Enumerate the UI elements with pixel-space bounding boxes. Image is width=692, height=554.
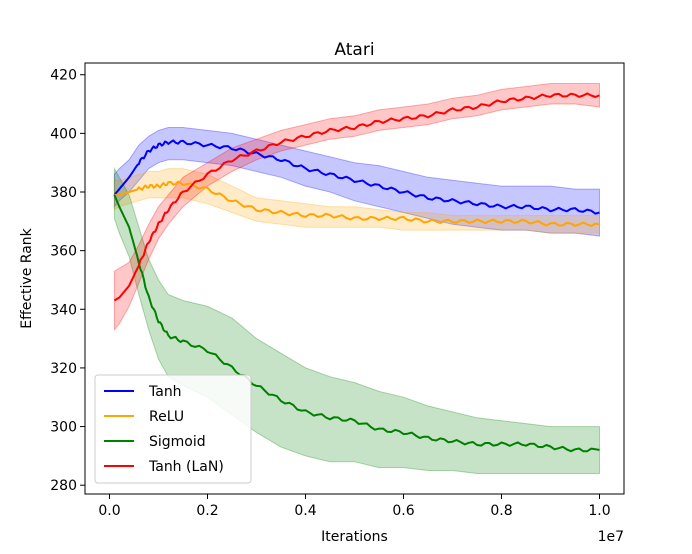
x-tick-label: 0.2 [196,503,218,519]
line-tanh [113,139,600,215]
legend-label-relu: ReLU [149,409,184,425]
x-axis-label: Iterations [321,529,388,545]
y-tick-label: 320 [50,361,77,377]
x-tick-label: 0.4 [294,503,316,519]
y-tick-label: 400 [50,126,77,142]
legend: Tanh ReLU Sigmoid Tanh (LaN) [94,374,252,484]
y-tick-label: 340 [50,302,77,318]
legend-box [94,374,252,484]
y-tick-label: 360 [50,244,77,260]
x-tick-label: 1.0 [588,503,610,519]
x-tick-label: 0.8 [490,503,512,519]
y-tick-label: 420 [50,68,77,84]
y-tick-label: 300 [50,420,77,436]
legend-label-tanh-lan: Tanh (LaN) [148,459,224,475]
line-relu [114,180,600,227]
y-axis: 280 300 320 340 360 380 400 420 [50,68,85,494]
series-lines [113,92,600,453]
legend-label-tanh: Tanh [148,384,182,400]
band-relu [113,168,600,234]
x-axis: 0.0 0.2 0.4 0.6 0.8 1.0 [98,494,611,519]
y-tick-label: 280 [50,478,77,494]
y-axis-label: Effective Rank [19,227,35,328]
x-axis-offset-label: 1e7 [598,529,624,545]
chart-title: Atari [334,40,374,60]
x-tick-label: 0.0 [98,503,120,519]
legend-label-sigmoid: Sigmoid [149,434,206,450]
y-tick-label: 380 [50,185,77,201]
line-tanh-lan [113,92,600,302]
line-sigmoid [113,194,600,453]
x-tick-label: 0.6 [392,503,414,519]
plot-frame [84,62,625,495]
band-tanh-lan [113,83,600,332]
